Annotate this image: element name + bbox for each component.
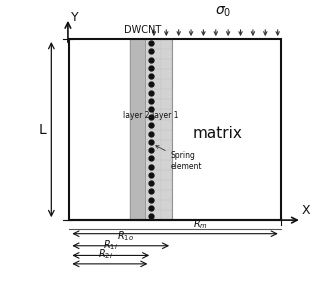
Text: L: L	[39, 123, 47, 136]
Text: $R_{1i}$: $R_{1i}$	[103, 239, 118, 252]
Text: $R_{2i}$: $R_{2i}$	[98, 247, 113, 261]
Text: $R_{1o}$: $R_{1o}$	[118, 229, 134, 243]
Text: layer 1: layer 1	[152, 110, 179, 120]
Text: layer 2: layer 2	[123, 110, 149, 120]
Text: $R_m$: $R_m$	[193, 217, 208, 231]
Text: Y: Y	[71, 11, 79, 24]
Text: Spring
element: Spring element	[156, 146, 202, 171]
Text: matrix: matrix	[192, 126, 242, 141]
Text: $\sigma_0$: $\sigma_0$	[215, 5, 232, 19]
Bar	[130, 39, 144, 220]
Bar	[69, 220, 281, 229]
Bar	[69, 39, 281, 220]
Text: X: X	[302, 204, 310, 217]
Text: DWCNT: DWCNT	[124, 24, 161, 35]
Bar	[130, 39, 172, 220]
